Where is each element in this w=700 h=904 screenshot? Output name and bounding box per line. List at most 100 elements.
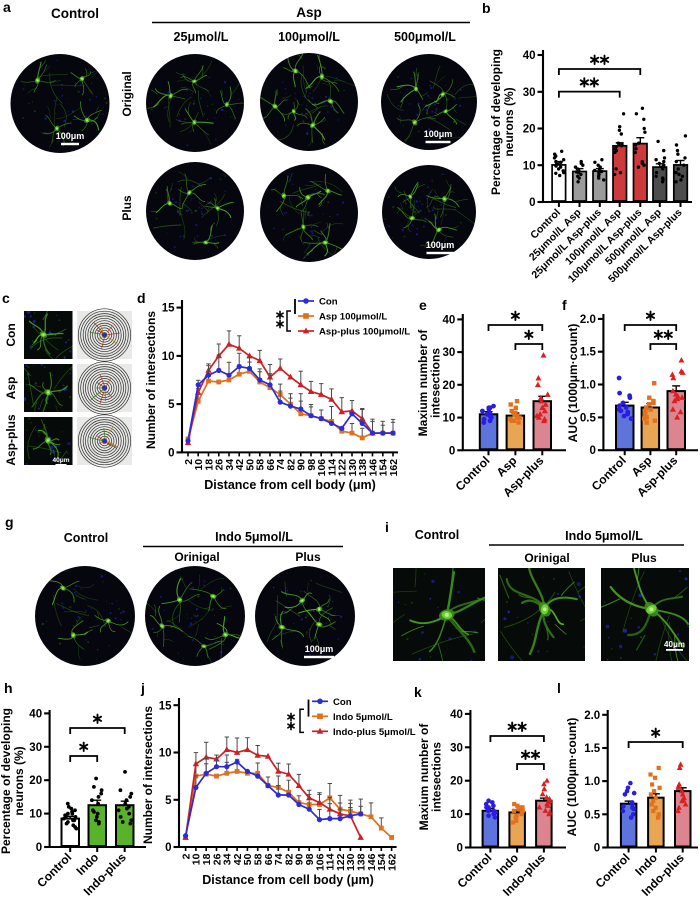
svg-text:58: 58 (255, 459, 267, 471)
svg-text:Indo 5μmol/L: Indo 5μmol/L (333, 712, 393, 723)
svg-text:0: 0 (165, 842, 171, 854)
svg-text:10: 10 (450, 809, 463, 821)
svg-text:l: l (557, 680, 561, 696)
svg-text:50: 50 (242, 853, 254, 865)
svg-text:1.5: 1.5 (584, 743, 601, 755)
svg-text:Control: Control (64, 531, 108, 545)
svg-text:100μm: 100μm (424, 129, 453, 139)
svg-text:0: 0 (449, 445, 455, 457)
svg-text:50: 50 (244, 459, 256, 471)
svg-text:2: 2 (180, 853, 192, 859)
svg-text:Number of intersections: Number of intersections (141, 706, 155, 844)
svg-text:15: 15 (162, 303, 175, 315)
svg-text:j: j (140, 680, 145, 696)
svg-text:10: 10 (162, 351, 175, 363)
svg-text:20: 20 (450, 776, 463, 788)
svg-text:neurons (%): neurons (%) (12, 746, 26, 815)
svg-text:30: 30 (450, 742, 463, 754)
svg-text:Maxium number of: Maxium number of (416, 329, 430, 437)
svg-text:0.5: 0.5 (580, 412, 597, 424)
svg-text:f: f (562, 297, 567, 313)
svg-text:34: 34 (222, 853, 234, 865)
svg-text:1.5: 1.5 (580, 347, 597, 359)
svg-text:130: 130 (345, 853, 357, 871)
svg-text:0: 0 (36, 842, 42, 854)
svg-text:82: 82 (285, 459, 297, 471)
svg-text:a: a (3, 0, 11, 15)
svg-text:30: 30 (443, 347, 456, 359)
svg-text:20: 20 (443, 380, 456, 392)
svg-text:Asp-plus: Asp-plus (4, 414, 18, 466)
svg-text:2.0: 2.0 (584, 710, 600, 722)
svg-text:Control: Control (453, 454, 493, 494)
svg-text:0: 0 (529, 197, 535, 209)
svg-text:15: 15 (159, 700, 172, 712)
svg-text:122: 122 (337, 459, 349, 477)
svg-text:500μmol/L: 500μmol/L (394, 30, 456, 44)
svg-text:neurons (%): neurons (%) (502, 87, 516, 156)
svg-text:122: 122 (335, 853, 347, 871)
svg-text:0: 0 (456, 843, 462, 855)
svg-text:10: 10 (193, 459, 205, 471)
svg-text:Maxium number of: Maxium number of (417, 723, 431, 831)
svg-text:20: 20 (523, 124, 536, 136)
svg-text:100μm: 100μm (305, 644, 334, 654)
svg-text:162: 162 (386, 853, 398, 871)
svg-text:Con: Con (333, 697, 352, 708)
svg-text:82: 82 (283, 853, 295, 865)
svg-text:10: 10 (159, 748, 172, 760)
svg-text:c: c (2, 290, 10, 306)
svg-text:40μm: 40μm (664, 640, 685, 649)
svg-text:Asp-plus 100μmol/L: Asp-plus 100μmol/L (319, 327, 410, 338)
svg-text:0.5: 0.5 (584, 809, 601, 821)
svg-text:100μm: 100μm (56, 131, 85, 141)
svg-text:Control: Control (34, 850, 74, 890)
svg-text:26: 26 (214, 459, 226, 471)
svg-text:5: 5 (165, 795, 172, 807)
svg-text:2: 2 (183, 459, 195, 465)
svg-text:e: e (419, 297, 427, 313)
svg-text:Plus: Plus (631, 551, 657, 565)
svg-text:b: b (482, 0, 491, 16)
svg-text:Plus: Plus (295, 550, 321, 564)
svg-text:Orinigal: Orinigal (174, 550, 219, 564)
svg-text:Indo-plus 5μmol/L: Indo-plus 5μmol/L (333, 727, 416, 738)
svg-text:25μmol/L: 25μmol/L (174, 30, 229, 44)
svg-text:114: 114 (325, 853, 337, 870)
svg-text:40: 40 (443, 314, 456, 326)
svg-text:100μmol/L: 100μmol/L (278, 30, 340, 44)
svg-text:106: 106 (314, 853, 326, 871)
svg-text:154: 154 (376, 853, 388, 871)
svg-text:Control: Control (415, 528, 459, 542)
svg-text:g: g (5, 514, 14, 530)
svg-text:Asp: Asp (4, 377, 18, 400)
svg-text:h: h (4, 680, 13, 696)
svg-text:42: 42 (232, 853, 244, 865)
svg-text:0: 0 (594, 843, 600, 855)
svg-text:1.0: 1.0 (584, 776, 600, 788)
svg-text:Control: Control (589, 453, 629, 493)
svg-text:114: 114 (326, 459, 338, 476)
svg-text:Control: Control (454, 851, 494, 891)
svg-text:74: 74 (275, 459, 287, 471)
svg-text:Indo 5μmol/L: Indo 5μmol/L (215, 530, 293, 544)
svg-text:Con: Con (4, 323, 18, 346)
svg-text:Asp: Asp (296, 5, 322, 20)
svg-text:66: 66 (263, 853, 275, 865)
svg-text:90: 90 (294, 853, 306, 865)
svg-text:Control: Control (51, 6, 99, 21)
svg-text:40: 40 (523, 50, 536, 62)
svg-text:2.0: 2.0 (580, 314, 596, 326)
svg-text:10: 10 (443, 413, 456, 425)
svg-text:58: 58 (253, 853, 265, 865)
svg-text:34: 34 (224, 459, 236, 471)
svg-text:Distance from cell body (μm): Distance from cell body (μm) (204, 478, 376, 492)
svg-text:10: 10 (29, 809, 42, 821)
svg-text:106: 106 (316, 459, 328, 477)
svg-text:intesections: intesections (430, 742, 444, 812)
svg-text:5: 5 (168, 399, 175, 411)
svg-text:10: 10 (523, 160, 536, 172)
svg-text:18: 18 (203, 459, 215, 471)
svg-text:100μm: 100μm (426, 240, 455, 250)
svg-text:d: d (137, 290, 146, 306)
